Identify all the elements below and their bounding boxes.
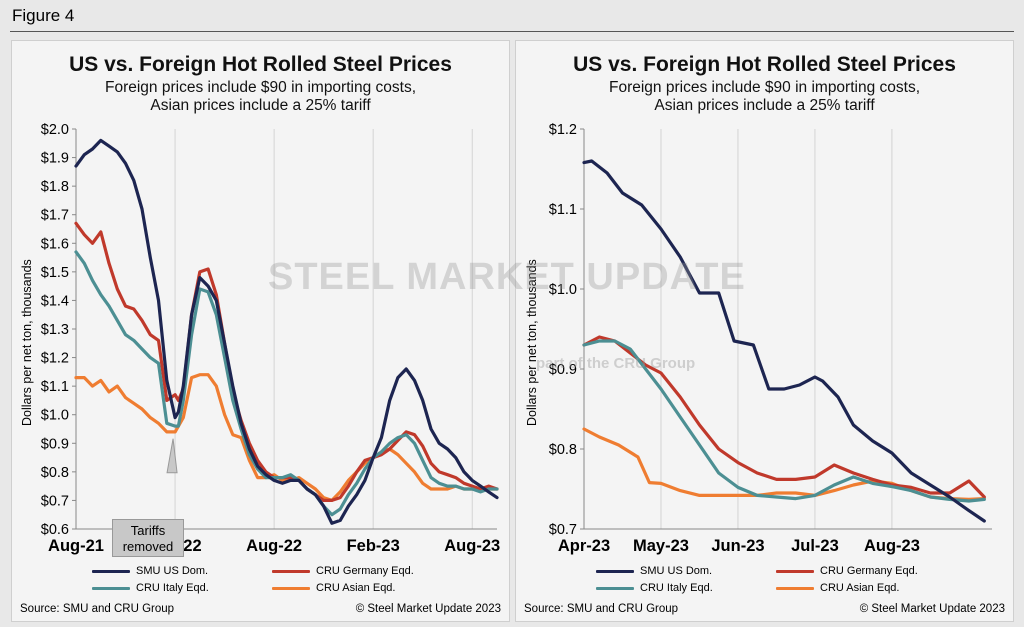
left-y-tick-label: $1.2: [41, 351, 69, 367]
callout-line1: Tariffs: [130, 523, 166, 538]
left-y-tick-label: $1.8: [41, 179, 69, 195]
right-y-tick-label: $0.8: [549, 442, 577, 458]
left-chart-subtitle: Foreign prices include $90 in importing …: [12, 79, 509, 115]
right-series-line-smu: [582, 159, 986, 523]
legend-item-asian: CRU Asian Eqd.: [776, 582, 899, 594]
right-y-tick-label: $1.1: [549, 202, 577, 218]
legend-item-germany: CRU Germany Eqd.: [272, 565, 414, 577]
left-y-tick-label: $1.3: [41, 322, 69, 338]
left-y-tick-label: $0.9: [41, 436, 69, 452]
legend-label-smu: SMU US Dom.: [640, 565, 713, 577]
figure-label: Figure 4: [12, 6, 75, 25]
left-y-tick-label: $1.0: [41, 408, 69, 424]
right-line-chart: $0.7 $0.8 $0.9 $1.0 $1.1 $1.2 Apr-23 May-23 Jun-…: [549, 122, 992, 555]
left-y-tick-label: $1.9: [41, 151, 69, 167]
right-y-tick-label: $0.9: [549, 362, 577, 378]
legend-swatch-asian: [272, 586, 310, 590]
legend-swatch-smu: [92, 569, 130, 573]
left-x-tick-label: Aug-21: [48, 537, 104, 555]
figure-rule: [10, 31, 1014, 32]
right-y-tick-label: $1.0: [549, 282, 577, 298]
legend-label-germany: CRU Germany Eqd.: [316, 565, 414, 577]
tariffs-removed-callout: Tariffs removed: [112, 519, 184, 557]
legend-item-asian: CRU Asian Eqd.: [272, 582, 395, 594]
right-y-tick-label: $1.2: [549, 122, 577, 138]
left-y-tick-label: $2.0: [41, 122, 69, 138]
left-y-tick-label: $0.8: [41, 465, 69, 481]
left-x-tick-label: Aug-23: [444, 537, 500, 555]
right-x-tick-label: Jul-23: [791, 537, 839, 555]
right-legend: SMU US Dom. CRU Germany Eqd. CRU Italy E…: [596, 563, 1016, 597]
right-copyright: © Steel Market Update 2023: [859, 603, 1005, 615]
left-y-tick-label: $0.6: [41, 522, 69, 538]
right-x-tick-label: Jun-23: [711, 537, 764, 555]
left-subtitle-line2: Asian prices include a 25% tariff: [150, 97, 371, 114]
legend-label-asian: CRU Asian Eqd.: [820, 582, 900, 594]
legend-swatch-italy: [596, 586, 634, 590]
legend-item-italy: CRU Italy Eqd.: [92, 582, 209, 594]
right-chart-subtitle: Foreign prices include $90 in importing …: [516, 79, 1013, 115]
legend-label-italy: CRU Italy Eqd.: [640, 582, 713, 594]
legend-item-smu: SMU US Dom.: [596, 565, 712, 577]
right-chart-panel: US vs. Foreign Hot Rolled Steel Prices F…: [515, 40, 1014, 622]
legend-item-italy: CRU Italy Eqd.: [596, 582, 713, 594]
legend-swatch-germany: [776, 569, 814, 573]
legend-swatch-smu: [596, 569, 634, 573]
left-y-tick-label: $1.5: [41, 265, 69, 281]
left-x-tick-label: Feb-23: [347, 537, 400, 555]
legend-label-asian: CRU Asian Eqd.: [316, 582, 396, 594]
legend-swatch-italy: [92, 586, 130, 590]
legend-swatch-germany: [272, 569, 310, 573]
right-y-tick-label: $0.7: [549, 522, 577, 538]
callout-pointer: [166, 438, 178, 474]
left-y-tick-label: $1.7: [41, 208, 69, 224]
right-source-note: Source: SMU and CRU Group: [524, 603, 679, 615]
right-x-tick-label: Aug-23: [864, 537, 920, 555]
left-series-line-italy: [74, 250, 499, 517]
legend-label-germany: CRU Germany Eqd.: [820, 565, 918, 577]
right-series-line-asian: [582, 427, 986, 501]
callout-line2: removed: [122, 539, 174, 554]
legend-item-germany: CRU Germany Eqd.: [776, 565, 918, 577]
legend-label-smu: SMU US Dom.: [136, 565, 209, 577]
left-chart-title: US vs. Foreign Hot Rolled Steel Prices: [69, 53, 452, 76]
right-x-tick-label: Apr-23: [558, 537, 610, 555]
left-line-chart: $0.6 $0.7 $0.8 $0.9 $1.0 $1.1 $1.2 $1.3 $1.4 $1.5…: [41, 122, 500, 555]
right-x-tick-label: May-23: [633, 537, 689, 555]
left-y-tick-label: $0.7: [41, 493, 69, 509]
left-chart-panel: US vs. Foreign Hot Rolled Steel Prices F…: [11, 40, 510, 622]
left-source-note: Source: SMU and CRU Group: [20, 603, 175, 615]
watermark-logo-text: STEEL MARKET UPDATE: [268, 256, 746, 298]
left-subtitle-line1: Foreign prices include $90 in importing …: [104, 79, 416, 96]
right-subtitle-line1: Foreign prices include $90 in importing …: [608, 79, 920, 96]
right-chart-title: US vs. Foreign Hot Rolled Steel Prices: [573, 53, 956, 76]
legend-label-italy: CRU Italy Eqd.: [136, 582, 209, 594]
left-y-tick-label: $1.6: [41, 236, 69, 252]
legend-swatch-asian: [776, 586, 814, 590]
left-legend: SMU US Dom. CRU Germany Eqd. CRU Italy E…: [92, 563, 512, 597]
watermark-sub-text: part of the CRU Group: [536, 355, 696, 372]
right-series-line-italy: [582, 339, 986, 503]
left-series-line-smu: [74, 138, 499, 525]
right-subtitle-line2: Asian prices include a 25% tariff: [654, 97, 875, 114]
left-x-tick-label: Aug-22: [246, 537, 302, 555]
legend-item-smu: SMU US Dom.: [92, 565, 208, 577]
left-y-tick-label: $1.4: [41, 293, 69, 309]
left-copyright: © Steel Market Update 2023: [355, 603, 501, 615]
left-y-tick-label: $1.1: [41, 379, 69, 395]
